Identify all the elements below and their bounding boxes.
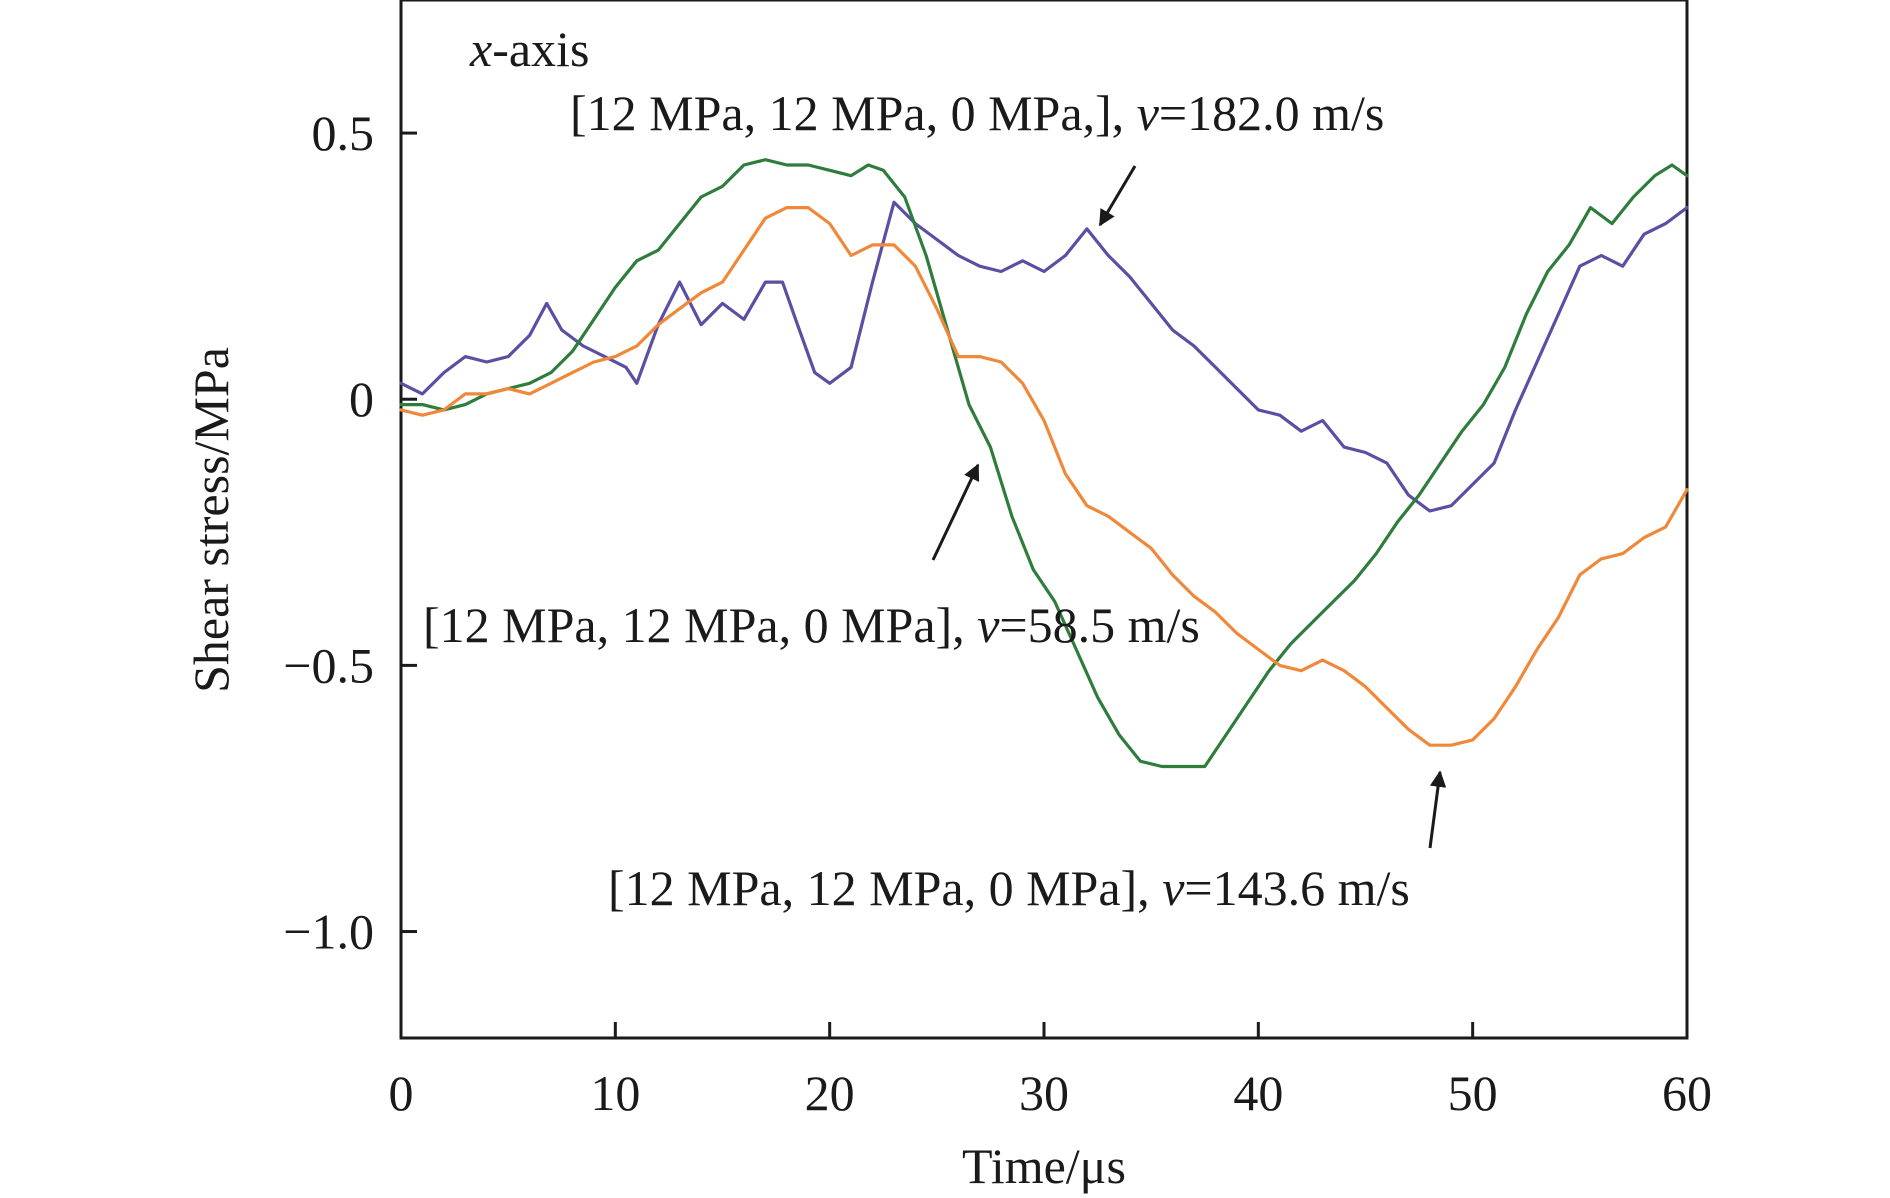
series-line-1: [399, 200, 1689, 513]
series-line-3: [399, 206, 1689, 747]
x-tick-label: 0: [389, 1065, 414, 1121]
x-tick-label: 30: [1019, 1065, 1069, 1121]
x-tick-label: 20: [805, 1065, 855, 1121]
arrow-series-3: [1428, 770, 1447, 849]
annotation-series-1: [12 MPa, 12 MPa, 0 MPa,], v=182.0 m/s: [570, 85, 1384, 141]
corner-label: x-axis: [469, 21, 589, 77]
arrow-series-1: [1098, 165, 1137, 227]
y-axis-title: Shear stress/MPa: [183, 347, 239, 693]
annotation-series-2: [12 MPa, 12 MPa, 0 MPa], v=58.5 m/s: [423, 597, 1200, 653]
x-tick-label: 50: [1448, 1065, 1498, 1121]
annotation-series-3: [12 MPa, 12 MPa, 0 MPa], v=143.6 m/s: [608, 860, 1410, 916]
series-line-2: [399, 158, 1689, 769]
arrow-series-2: [931, 463, 980, 561]
series-layer: [399, 158, 1689, 769]
y-tick-label: 0.5: [312, 105, 375, 161]
x-tick-label: 40: [1233, 1065, 1283, 1121]
x-tick-label: 10: [590, 1065, 640, 1121]
y-tick-label: −0.5: [283, 637, 374, 693]
axis-ticks: 0 10 20 30 40 50 60 0.5 0 −0.5 −1.0: [283, 105, 1712, 1121]
y-tick-label: −1.0: [283, 904, 374, 960]
x-tick-label: 60: [1662, 1065, 1712, 1121]
x-axis-title: Time/μs: [962, 1138, 1126, 1194]
y-tick-label: 0: [349, 371, 374, 427]
